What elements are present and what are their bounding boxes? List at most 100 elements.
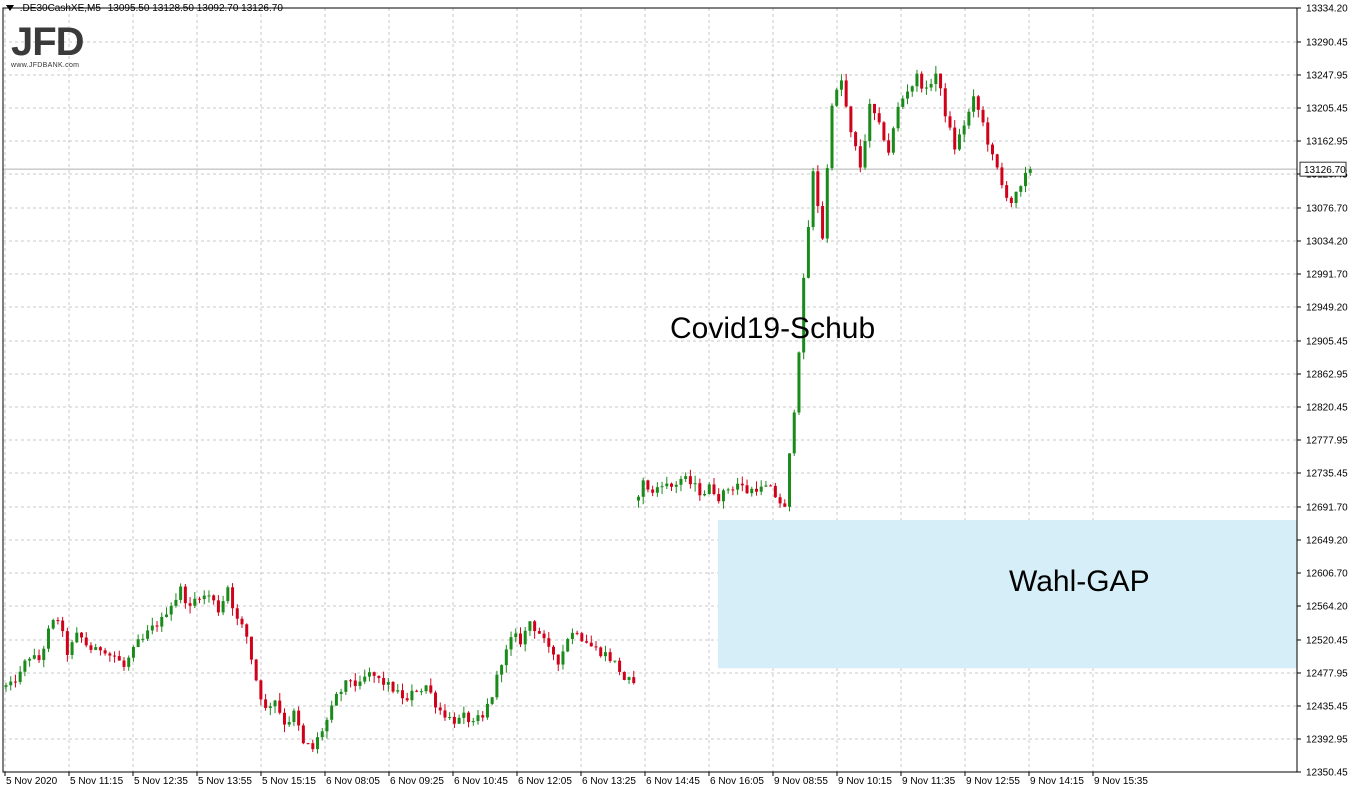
candle-body [386,682,390,685]
candle-body [703,493,707,496]
candle-body [835,89,839,106]
candle-body [146,630,150,639]
candle-body [523,630,527,645]
candle-body [821,206,825,239]
candle-body [98,647,102,651]
candle-body [651,489,655,493]
candle-body [193,598,197,606]
x-tick-label: 9 Nov 15:35 [1094,776,1148,787]
candle-body [235,608,239,619]
candle-body [65,631,69,655]
candle-body [103,650,107,654]
candle-body [792,412,796,454]
candle-body [452,717,456,724]
candle-body [127,657,131,667]
time-axis: 5 Nov 2020 5 Nov 11:15 5 Nov 12:35 5 Nov 13… [4,772,1148,787]
candle-body [23,660,27,672]
candle-body [382,678,386,685]
candle-body [9,681,13,686]
candle-body [849,106,853,133]
candle-body [330,705,334,720]
candle-body [108,653,112,656]
candle-body [485,703,489,718]
candle-body [339,691,343,694]
candle-body [920,73,924,89]
candle-body [599,647,603,657]
candle-body [1024,172,1028,187]
candle-body [990,144,994,155]
y-tick-label: 12520.45 [1306,635,1348,646]
candle-body [75,632,79,643]
candle-body [424,685,428,692]
candle-body [429,685,433,693]
candle-body [816,171,820,207]
logo-text: JFD [11,20,85,64]
candle-body [646,480,650,490]
x-tick-label: 5 Nov 11:15 [70,776,124,787]
candle-body [863,140,867,168]
candle-body [18,671,22,682]
dropdown-triangle-icon[interactable] [6,5,14,12]
candle-body [136,639,140,648]
candle-body [226,587,230,602]
candle-body [641,480,645,497]
candle-body [910,86,914,92]
candle-body [240,618,244,625]
candle-body [264,699,268,708]
x-tick-label: 6 Nov 16:05 [710,776,764,787]
symbol-label: .DE30CashXE,M5 [19,3,101,14]
candle-body [1028,169,1032,173]
candle-body [443,710,447,718]
candle-body [46,628,50,649]
y-tick-label: 13205.45 [1306,103,1348,114]
y-tick-label: 12477.95 [1306,668,1348,679]
y-tick-label: 12564.20 [1306,601,1348,612]
candle-body [957,134,961,150]
y-tick-label: 13034.20 [1306,236,1348,247]
candle-body [655,487,659,493]
candle-body [924,87,928,89]
candle-body [542,633,546,639]
candle-body [117,656,121,661]
candle-body [122,660,126,667]
candle-body [495,674,499,698]
candle-body [896,106,900,129]
candle-body [400,690,404,699]
candle-body [311,743,315,750]
candle-body [872,103,876,114]
candle-body [707,484,711,494]
candle-body [434,692,438,708]
x-tick-label: 6 Nov 09:25 [390,776,444,787]
candle-body [457,717,461,724]
x-tick-label: 6 Nov 12:05 [518,776,572,787]
candle-body [688,476,692,485]
candle-body [906,91,910,99]
candle-body [986,122,990,145]
candle-body [976,96,980,110]
candle-body [518,633,522,645]
candle-body [334,693,338,706]
candle-body [778,497,782,504]
candle-body [769,485,773,487]
candle-body [552,646,556,655]
candle-body [448,717,452,719]
candlestick-series [4,65,1032,754]
candle-body [972,96,976,112]
chart-frame [2,7,1298,773]
candle-body [273,700,277,707]
logo-url: www.JFDBANK.com [11,62,80,69]
candle-body [245,624,249,637]
gap-annotation: Wahl-GAP [1009,565,1150,598]
x-tick-label: 5 Nov 2020 [6,776,58,787]
candle-body [476,715,480,722]
candle-body [179,586,183,600]
candle-body [207,595,211,597]
candle-body [1019,186,1023,192]
candle-body [438,707,442,711]
x-tick-label: 5 Nov 12:35 [134,776,188,787]
candle-body [504,649,508,666]
candle-body [1009,197,1013,204]
candle-body [825,168,829,239]
candle-body [325,719,329,732]
